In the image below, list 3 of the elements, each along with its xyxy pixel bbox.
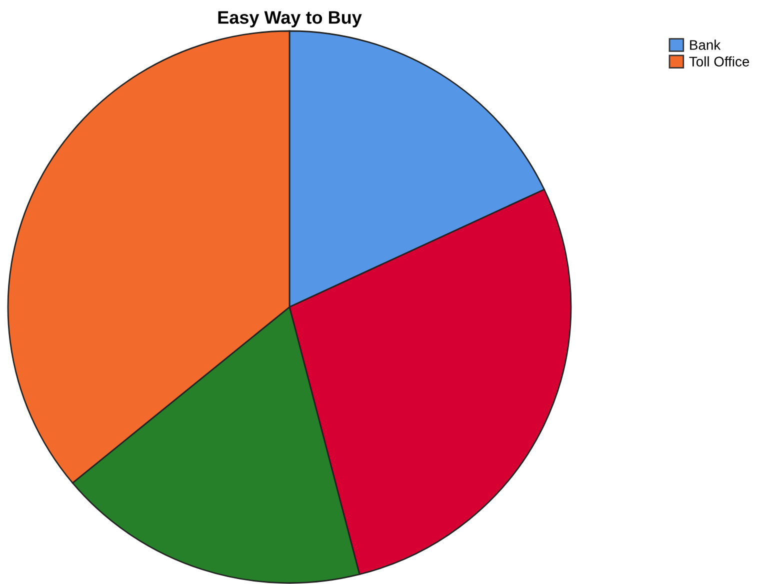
legend-label: Toll Office — [689, 56, 750, 67]
chart-title: Easy Way to Buy — [218, 11, 362, 28]
legend-label: Bank — [690, 40, 721, 50]
